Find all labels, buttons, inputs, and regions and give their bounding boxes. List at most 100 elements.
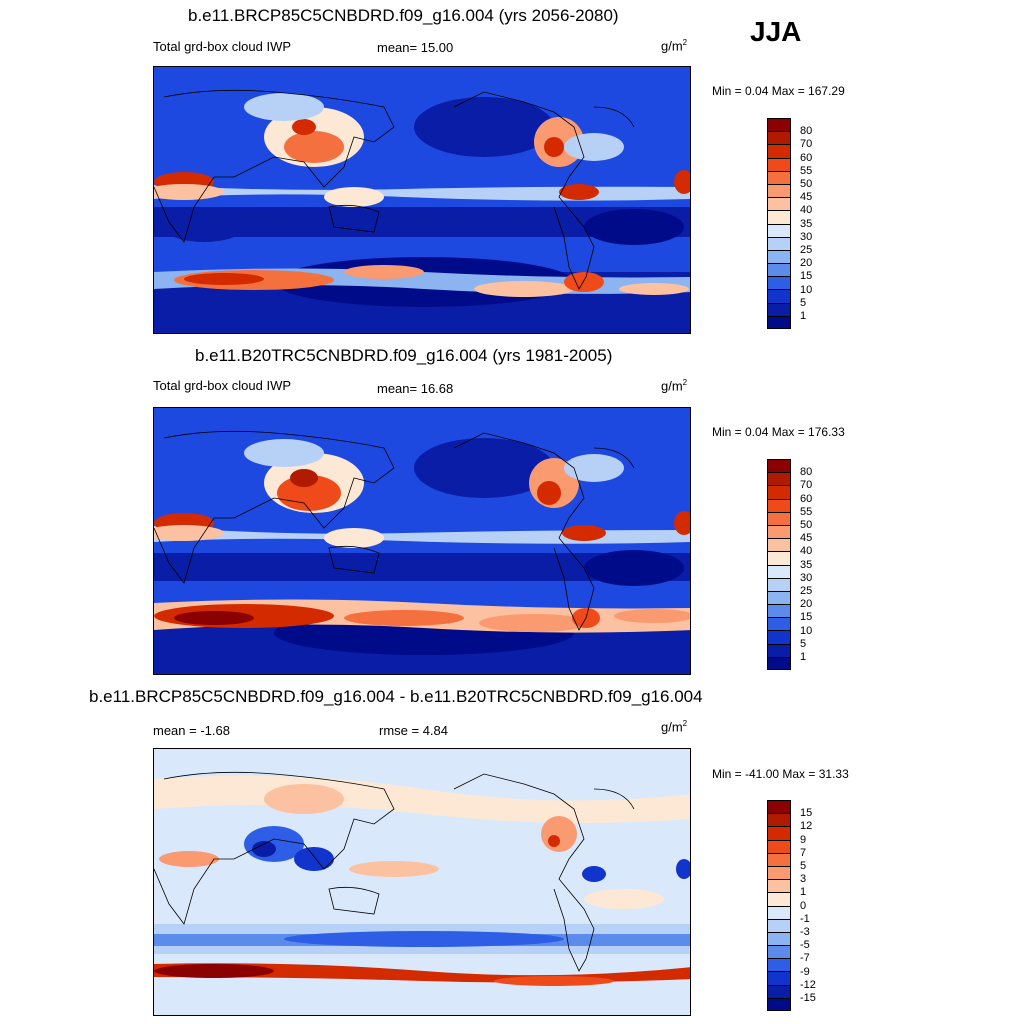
colorbar-tick-label: 5 [800, 637, 807, 650]
colorbar-swatch [767, 577, 791, 591]
colorbar-swatch [767, 905, 791, 919]
colorbar-swatch [767, 472, 791, 486]
panel3-units: g/m2 [661, 719, 688, 735]
colorbar-tick-label: 45 [800, 191, 813, 204]
colorbar-swatch [767, 157, 791, 171]
colorbar-tick-label: 10 [800, 624, 813, 637]
colorbar-swatch [767, 315, 791, 329]
colorbar-tick-label: -7 [800, 952, 810, 965]
panel3-map [153, 748, 691, 1016]
colorbar-swatch [767, 131, 791, 145]
colorbar-swatch [767, 538, 791, 552]
panel3-colorbar [767, 800, 791, 1011]
panel3-minmax: Min = -41.00 Max = 31.33 [712, 767, 849, 781]
panel1-variable-label: Total grd-box cloud IWP [153, 39, 292, 54]
colorbar-tick-label: 20 [800, 598, 813, 611]
colorbar-swatch [767, 524, 791, 539]
colorbar-swatch [767, 183, 791, 198]
colorbar-tick-label: 60 [800, 492, 813, 505]
colorbar-tick-label: 45 [800, 532, 813, 545]
colorbar-swatch [767, 931, 791, 946]
colorbar-swatch [767, 813, 791, 827]
colorbar-swatch [767, 918, 791, 932]
colorbar-swatch [767, 276, 791, 290]
colorbar-swatch [767, 498, 791, 512]
panel2-colorbar [767, 459, 791, 670]
colorbar-tick-label: 50 [800, 178, 813, 190]
colorbar-swatch [767, 263, 791, 277]
colorbar-swatch [767, 617, 791, 631]
colorbar-swatch [767, 197, 791, 211]
colorbar-swatch [767, 236, 791, 250]
colorbar-tick-label: 30 [800, 230, 813, 243]
colorbar-tick-label: 20 [800, 257, 813, 270]
colorbar-swatch [767, 564, 791, 578]
colorbar-tick-label: 70 [800, 479, 813, 492]
colorbar-tick-label: 9 [800, 833, 807, 846]
colorbar-tick-label: 25 [800, 244, 813, 256]
colorbar-tick-label: 0 [800, 899, 807, 912]
colorbar-swatch [767, 997, 791, 1011]
panel1-units: g/m2 [661, 38, 688, 54]
panel2-minmax: Min = 0.04 Max = 176.33 [712, 425, 845, 439]
colorbar-swatch [767, 630, 791, 644]
colorbar-swatch [767, 604, 791, 618]
colorbar-swatch [767, 485, 791, 499]
colorbar-tick-label: -3 [800, 926, 810, 938]
colorbar-tick-label: 5 [800, 860, 807, 872]
colorbar-tick-label: -15 [800, 992, 816, 1004]
colorbar-tick-label: 35 [800, 217, 813, 230]
colorbar-tick-label: -9 [800, 965, 810, 978]
panel1-map [153, 66, 691, 334]
panel2-title: b.e11.B20TRC5CNBDRD.f09_g16.004 (yrs 198… [195, 346, 613, 365]
panel1-mean-label: mean= 15.00 [377, 40, 454, 55]
colorbar-tick-label: 30 [800, 571, 813, 584]
panel1-title: b.e11.BRCP85C5CNBDRD.f09_g16.004 (yrs 20… [188, 6, 619, 25]
colorbar-swatch [767, 511, 791, 525]
colorbar-swatch [767, 839, 791, 853]
colorbar-swatch [767, 302, 791, 316]
colorbar-swatch [767, 289, 791, 303]
colorbar-swatch [767, 118, 791, 132]
season-label: JJA [750, 16, 802, 47]
panel1-minmax: Min = 0.04 Max = 167.29 [712, 84, 845, 98]
colorbar-swatch [767, 879, 791, 893]
colorbar-tick-label: 60 [800, 151, 813, 164]
colorbar-tick-label: 7 [800, 846, 807, 859]
colorbar-tick-label: 25 [800, 585, 813, 597]
colorbar-tick-label: 1 [800, 310, 807, 322]
colorbar-swatch [767, 144, 791, 158]
colorbar-tick-label: 10 [800, 283, 813, 296]
colorbar-swatch [767, 865, 791, 880]
colorbar-tick-label: 80 [800, 466, 813, 479]
colorbar-swatch [767, 210, 791, 224]
panel1-colorbar [767, 118, 791, 329]
colorbar-tick-label: 5 [800, 296, 807, 309]
colorbar-swatch [767, 958, 791, 972]
colorbar-swatch [767, 826, 791, 840]
colorbar-tick-label: 80 [800, 125, 813, 138]
colorbar-tick-label: 15 [800, 807, 813, 820]
colorbar-swatch [767, 590, 791, 605]
colorbar-tick-label: -5 [800, 939, 810, 952]
colorbar-tick-label: 3 [800, 873, 807, 886]
colorbar-swatch [767, 656, 791, 670]
colorbar-tick-label: 40 [800, 204, 813, 217]
colorbar-tick-label: 50 [800, 519, 813, 531]
colorbar-tick-label: 55 [800, 505, 813, 518]
panel3-mean-label: mean = -1.68 [153, 723, 230, 738]
colorbar-tick-label: -1 [800, 912, 810, 925]
colorbar-tick-label: -12 [800, 978, 816, 991]
colorbar-swatch [767, 223, 791, 237]
colorbar-tick-label: 55 [800, 164, 813, 177]
panel3-title: b.e11.BRCP85C5CNBDRD.f09_g16.004 - b.e11… [89, 687, 703, 706]
colorbar-tick-label: 40 [800, 545, 813, 558]
colorbar-swatch [767, 249, 791, 264]
panel2-map [153, 407, 691, 675]
colorbar-tick-label: 12 [800, 820, 813, 833]
colorbar-tick-label: 15 [800, 270, 813, 283]
colorbar-swatch [767, 800, 791, 814]
colorbar-swatch [767, 852, 791, 866]
panel2-variable-label: Total grd-box cloud IWP [153, 378, 292, 393]
panel3-rmse-label: rmse = 4.84 [379, 723, 449, 738]
